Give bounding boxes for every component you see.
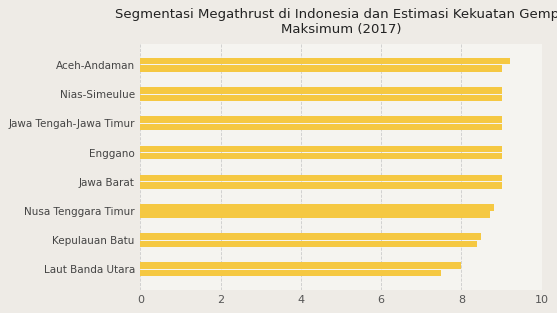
Bar [140, 233, 481, 240]
Bar [140, 204, 494, 211]
Bar [140, 95, 501, 101]
Bar [140, 65, 501, 72]
Bar [140, 153, 501, 159]
Bar [140, 270, 441, 276]
Bar [140, 146, 501, 152]
Bar [140, 182, 501, 189]
Title: Segmentasi Megathrust di Indonesia dan Estimasi Kekuatan Gempa
Maksimum (2017): Segmentasi Megathrust di Indonesia dan E… [115, 8, 557, 36]
Bar [140, 124, 501, 130]
Bar [140, 58, 510, 64]
Bar [140, 241, 477, 247]
Bar [140, 175, 501, 181]
Bar [140, 263, 461, 269]
Bar [140, 116, 501, 123]
Bar [140, 211, 490, 218]
Bar [140, 87, 501, 94]
